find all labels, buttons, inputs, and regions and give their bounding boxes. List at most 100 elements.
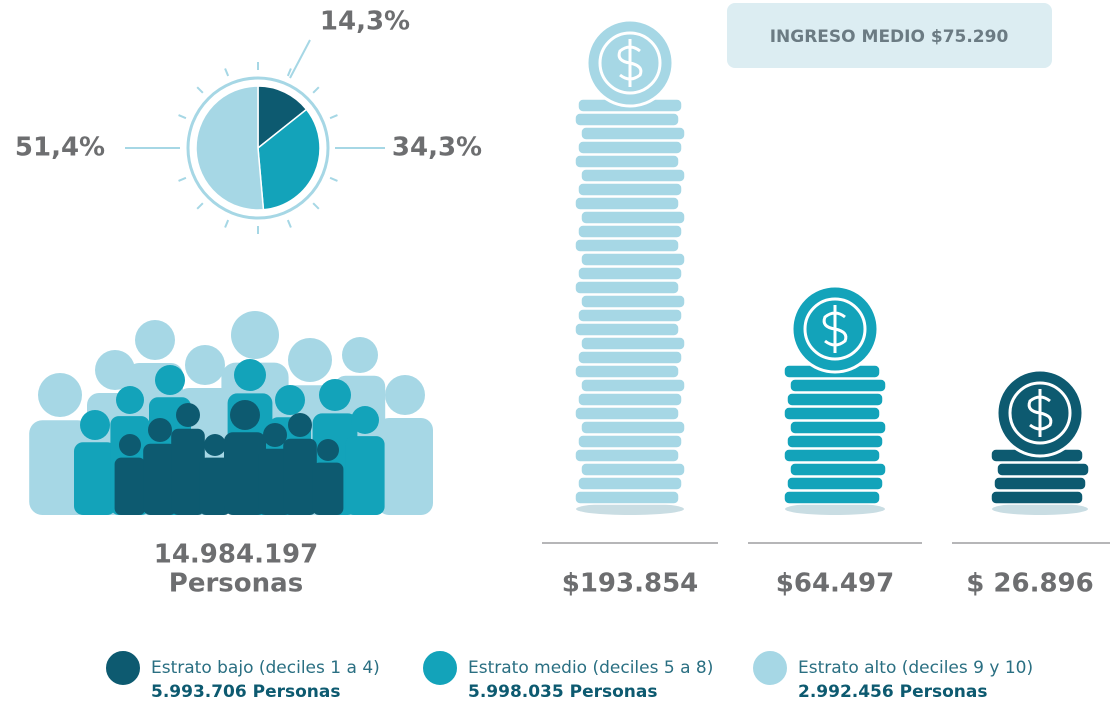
person-head	[230, 400, 260, 430]
coin	[580, 210, 686, 225]
person-body	[224, 432, 266, 515]
pie-slice	[257, 108, 321, 211]
pie-tick	[196, 202, 204, 210]
income-label: $64.497	[776, 569, 894, 599]
dollar-sign	[1027, 389, 1053, 437]
top-coin-inner	[803, 297, 867, 361]
coin	[580, 126, 686, 141]
person-head	[351, 406, 379, 434]
pie-tick	[178, 114, 187, 120]
legend-persons: 5.998.035 Personas	[468, 682, 658, 702]
coin	[577, 140, 683, 155]
person-head	[204, 434, 226, 456]
population-unit: Personas	[169, 569, 303, 599]
person-head	[231, 311, 279, 359]
legend-name: Estrato alto (deciles 9 y 10)	[798, 658, 1033, 678]
coin	[574, 280, 680, 295]
coin	[574, 196, 680, 211]
top-coin-inner	[1008, 381, 1072, 445]
coin	[574, 238, 680, 253]
pie-tick	[329, 114, 338, 120]
coin	[580, 252, 686, 267]
title-box	[727, 3, 1052, 68]
person-head	[342, 337, 378, 373]
coin	[786, 434, 884, 449]
legend-swatch	[421, 649, 459, 687]
dollar-sign	[617, 39, 643, 87]
coin	[574, 448, 680, 463]
coin	[577, 350, 683, 365]
coin-stack	[783, 284, 887, 515]
legend-persons: 5.993.706 Personas	[151, 682, 341, 702]
coin-stack	[574, 18, 686, 515]
coin	[574, 322, 680, 337]
pie-tick	[286, 68, 292, 77]
coin	[577, 476, 683, 491]
stack-shadow	[992, 503, 1088, 515]
coin	[577, 308, 683, 323]
top-coin-inner	[598, 31, 662, 95]
title: INGRESO MEDIO $75.290	[770, 27, 1009, 47]
coin	[580, 378, 686, 393]
stack-shadow	[785, 503, 885, 515]
pie-label: 51,4%	[15, 133, 105, 163]
coin	[789, 462, 887, 477]
coin	[789, 378, 887, 393]
person-head	[135, 320, 175, 360]
person-head	[288, 413, 312, 437]
pie-tick	[312, 202, 320, 210]
person-head	[288, 338, 332, 382]
person-head	[148, 418, 172, 442]
person-head	[119, 434, 141, 456]
person-head	[319, 379, 351, 411]
coin	[580, 420, 686, 435]
person-head	[38, 373, 82, 417]
legend-persons: 2.992.456 Personas	[798, 682, 988, 702]
coin	[577, 392, 683, 407]
person-body	[199, 457, 231, 515]
leader-line	[289, 39, 311, 79]
coin	[577, 266, 683, 281]
income-label: $ 26.896	[966, 569, 1093, 599]
coin	[577, 224, 683, 239]
person-head	[116, 386, 144, 414]
person-body	[171, 428, 205, 515]
coin	[574, 490, 680, 505]
coin	[574, 406, 680, 421]
coin	[580, 168, 686, 183]
person-head	[95, 350, 135, 390]
coin	[574, 154, 680, 169]
person-head	[385, 375, 425, 415]
person-body	[143, 443, 177, 515]
legend-name: Estrato bajo (deciles 1 a 4)	[151, 658, 380, 678]
dollar-sign	[822, 305, 848, 353]
person-head	[275, 385, 305, 415]
coin	[580, 294, 686, 309]
pie-tick	[286, 219, 292, 228]
coin	[580, 462, 686, 477]
pie-tick	[178, 176, 187, 182]
population-total: 14.984.197	[154, 540, 318, 570]
coin	[786, 476, 884, 491]
coin	[574, 112, 680, 127]
coin	[996, 462, 1090, 477]
person-head	[176, 403, 200, 427]
pie-tick	[196, 86, 204, 94]
person-head	[263, 423, 287, 447]
coin	[993, 476, 1087, 491]
coin	[783, 490, 881, 505]
pie-label: 34,3%	[392, 133, 482, 163]
pie-slice	[257, 85, 308, 150]
coin	[789, 420, 887, 435]
person-head	[80, 410, 110, 440]
person-body	[283, 438, 317, 515]
pie-tick	[312, 86, 320, 94]
pie-label: 14,3%	[320, 7, 410, 37]
person-head	[185, 345, 225, 385]
coin	[577, 434, 683, 449]
coin	[577, 182, 683, 197]
pie-tick	[329, 176, 338, 182]
person-body	[377, 418, 433, 515]
person-body	[312, 462, 344, 515]
